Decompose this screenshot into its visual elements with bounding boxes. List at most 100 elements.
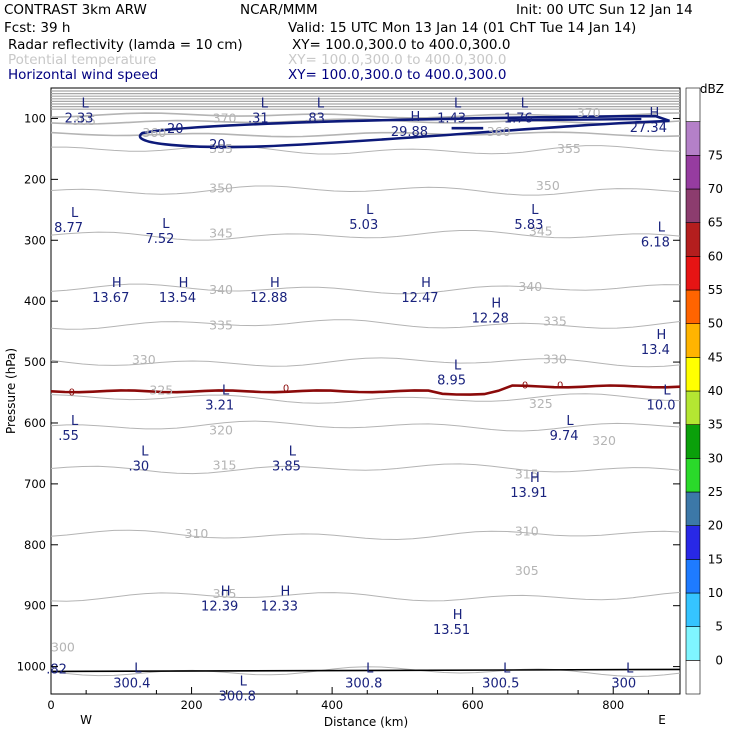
extremum-type: L	[521, 96, 529, 111]
theta-label: 355	[209, 141, 233, 156]
extremum-L: L8.77	[54, 206, 83, 236]
extremum-value: 13.67	[92, 291, 129, 306]
colorbar-swatch	[685, 121, 701, 156]
colorbar-level: 70	[708, 182, 723, 196]
extremum-H: H12.28	[472, 296, 509, 326]
extremum-value: 6.18	[641, 236, 670, 251]
theta-line-300	[50, 666, 681, 678]
zero-dbz-label: 0	[69, 387, 75, 398]
extremum-type: H	[491, 296, 501, 311]
extremum-value: 300.5	[482, 677, 519, 692]
y-tick-label: 300	[24, 233, 46, 247]
extremum-type: L	[566, 414, 574, 429]
valid-time: Valid: 15 UTC Mon 13 Jan 14 (01 ChT Tue …	[288, 20, 636, 36]
colorbar-level: 5	[715, 620, 723, 634]
theta-label: 320	[209, 422, 233, 437]
x-tick-label: 200	[181, 698, 203, 712]
extremum-value: 1.43	[437, 111, 466, 126]
colorbar-level: 75	[708, 148, 723, 162]
extremum-type: H	[411, 110, 421, 125]
colorbar-level: 10	[708, 586, 723, 600]
zero-dbz-line	[50, 384, 681, 396]
colorbar-swatch	[685, 559, 701, 594]
colorbar-swatch	[685, 323, 701, 358]
colorbar-swatch	[685, 155, 701, 190]
extremum-type: H	[221, 584, 231, 599]
extremum-L: L10.0	[647, 383, 676, 413]
extremum-value: 1.76	[504, 111, 533, 126]
colorbar-level: 40	[708, 384, 723, 398]
extremum-value: .30	[129, 459, 150, 474]
extremum-value: 13.4	[641, 343, 670, 358]
extremum-H: H13.91	[510, 471, 547, 501]
theta-line-360	[50, 131, 681, 138]
field-theta: Potential temperature	[8, 52, 156, 68]
colorbar-level: 60	[708, 249, 723, 263]
extremum-H: H13.51	[433, 608, 470, 638]
y-tick-label: 800	[24, 538, 46, 552]
theta-label: 360	[142, 125, 166, 140]
x-tick-label: 0	[47, 698, 54, 712]
extremum-L: L.55	[58, 414, 79, 444]
colorbar-swatch	[685, 188, 701, 223]
colorbar: 0 5 10 15 20 25 30 35 40 45 50 55 60 65 70 75 dBZ	[685, 82, 724, 695]
extremum-type: H	[270, 276, 280, 291]
colorbar-swatch	[685, 87, 701, 122]
extremum-L: L2.33	[65, 96, 94, 126]
forecast-hour: Fcst: 39 h	[4, 20, 70, 36]
theta-label: 315	[515, 467, 539, 482]
theta-contours	[50, 90, 681, 678]
theta-label: 345	[209, 226, 233, 241]
theta-label: 360	[487, 124, 511, 139]
theta-line-365	[50, 118, 681, 125]
theta-line-340	[50, 283, 681, 295]
theta-label: 315	[213, 458, 237, 473]
extremum-type: H	[657, 328, 667, 343]
colorbar-level: 20	[708, 519, 723, 533]
wind-20-contour-inner	[507, 117, 642, 122]
theta-label: 335	[543, 313, 567, 328]
theta-label: 325	[149, 383, 173, 398]
extremum-H: H13.4	[641, 328, 670, 358]
extremum-type: H	[649, 106, 659, 121]
extremum-L: L5.03	[349, 203, 378, 233]
organization: NCAR/MMM	[240, 2, 318, 18]
field-reflectivity-xy: XY= 100.0,300.0 to 400.0,300.0	[292, 37, 510, 53]
extremum-type: L	[663, 383, 671, 398]
field-theta-xy: XY= 100.0,300.0 to 400.0,300.0	[288, 52, 506, 68]
extremum-type: L	[240, 674, 248, 689]
extremum-type: L	[71, 206, 79, 221]
extremum-type: L	[162, 217, 170, 232]
theta-label: 305	[515, 563, 539, 578]
colorbar-swatch	[685, 222, 701, 257]
theta-label: 310	[185, 526, 209, 541]
extremum-type: L	[366, 662, 374, 677]
colorbar-unit: dBZ	[700, 82, 724, 96]
colorbar-level: 30	[708, 451, 723, 465]
extremum-value: 300.8	[219, 689, 256, 704]
x-tick-label: 600	[462, 698, 484, 712]
extremum-value: 7.52	[145, 232, 174, 247]
extremum-type: H	[281, 584, 291, 599]
extremum-L: L7.52	[145, 217, 174, 247]
extremum-L: L9.74	[550, 414, 579, 444]
wind-20-contour	[138, 114, 670, 149]
extremum-L: L8.95	[437, 358, 466, 388]
extremum-value: .82	[46, 663, 67, 678]
theta-line-325	[50, 393, 681, 404]
y-tick-label: 500	[24, 355, 46, 369]
colorbar-swatch	[685, 289, 701, 324]
colorbar-level: 45	[708, 350, 723, 364]
theta-label: 365	[72, 113, 96, 128]
theta-label: 330	[132, 352, 156, 367]
colorbar-level: 35	[708, 418, 723, 432]
theta-line-315	[50, 463, 681, 475]
extremum-value: 9.74	[550, 429, 579, 444]
extremum-type: L	[366, 203, 374, 218]
extremum-value: 300.8	[345, 677, 382, 692]
colorbar-level: 55	[708, 283, 723, 297]
